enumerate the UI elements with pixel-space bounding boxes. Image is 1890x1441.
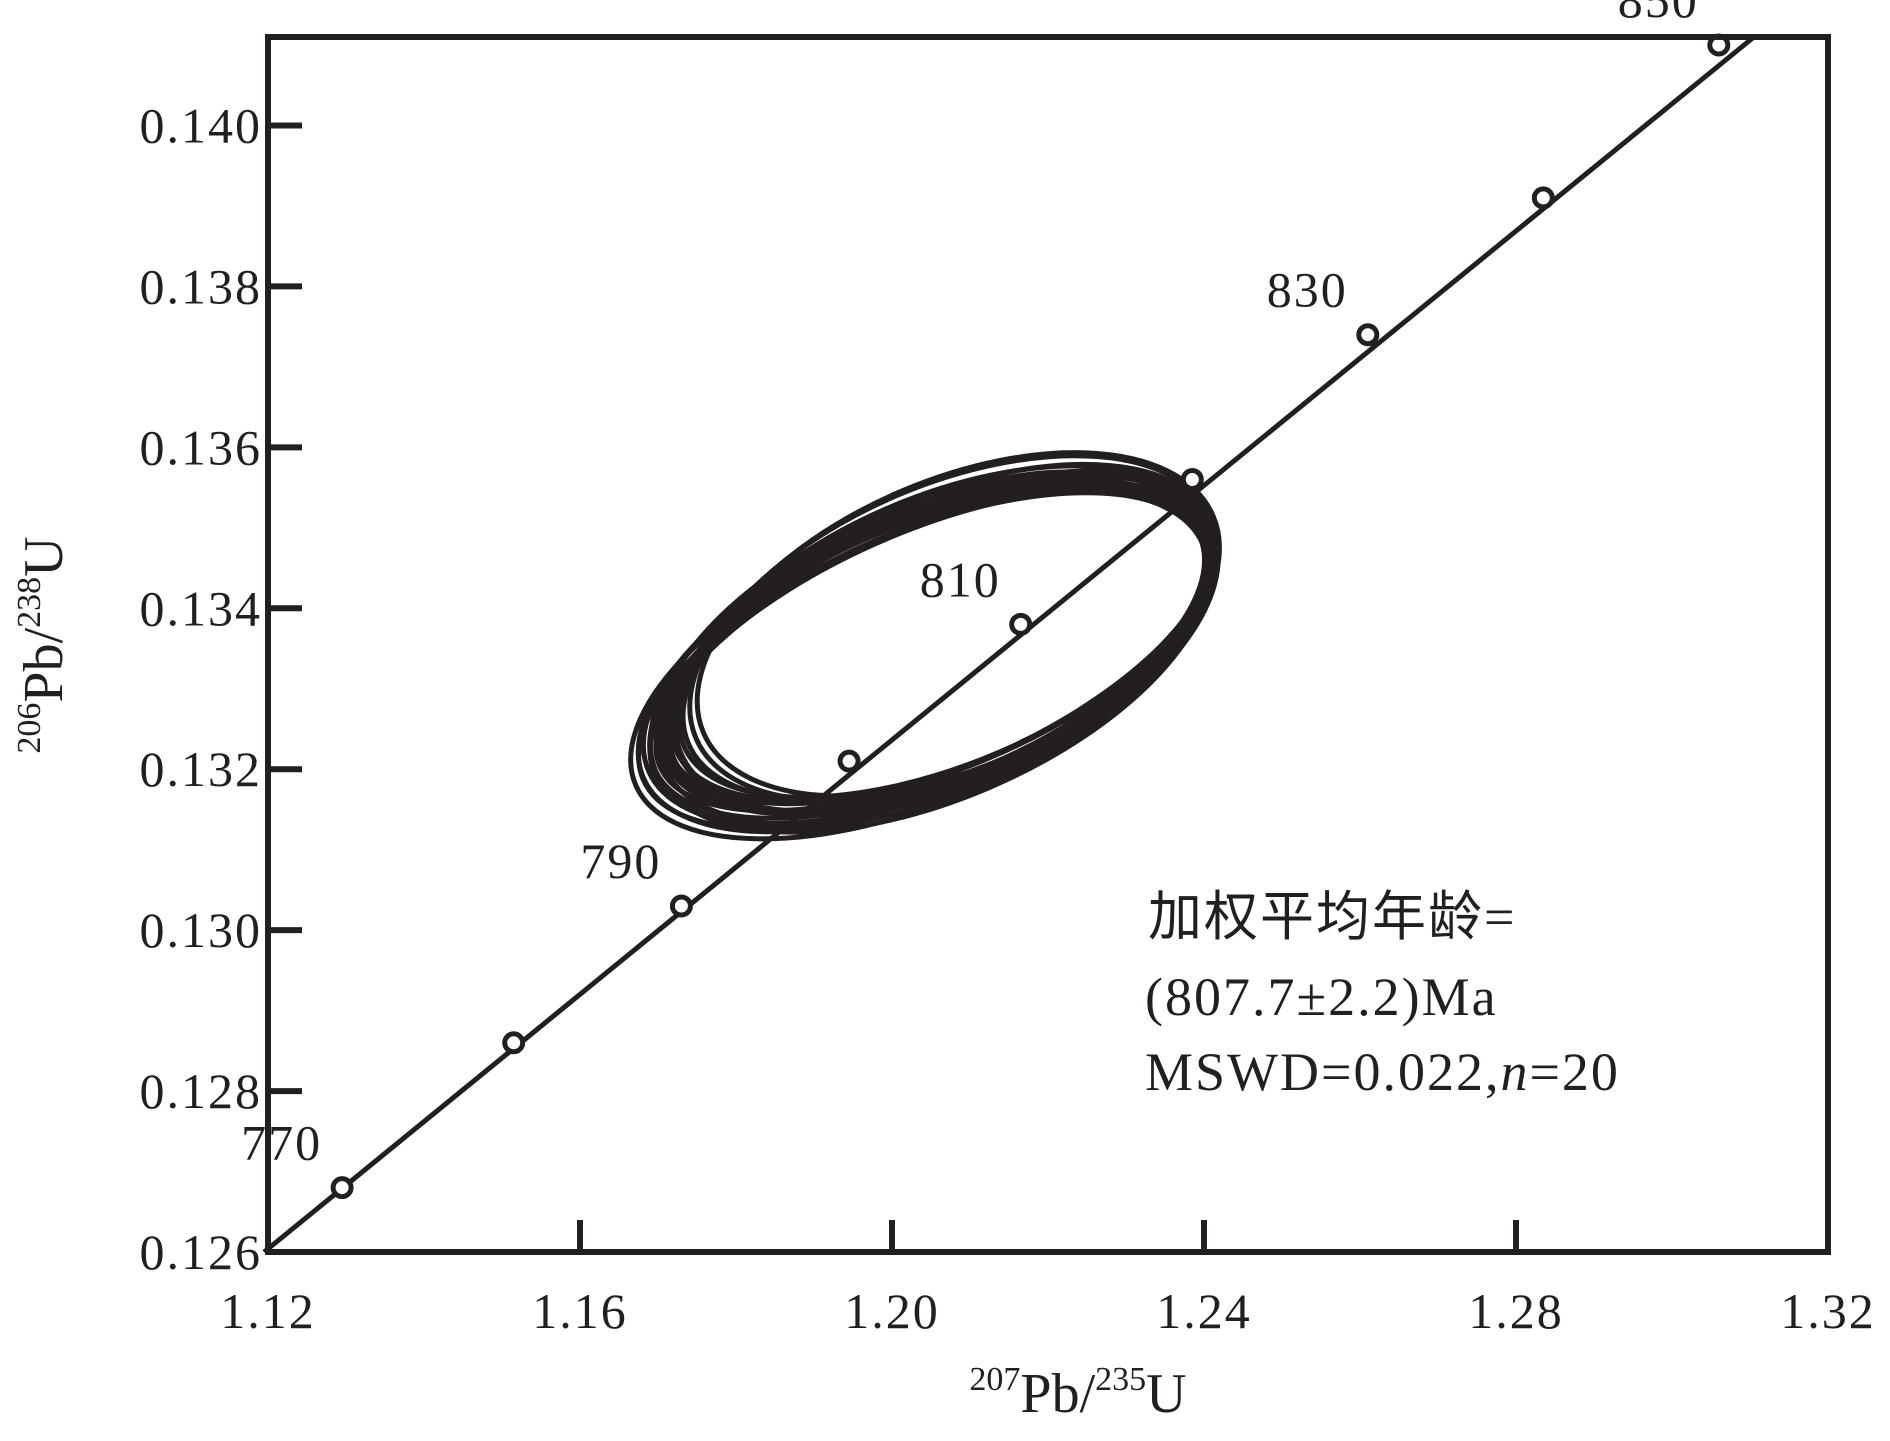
x-tick-label: 1.28 — [1468, 1283, 1564, 1339]
y-tick-label: 0.126 — [140, 1224, 263, 1280]
y-tick-label: 0.134 — [140, 580, 263, 636]
error-ellipse — [694, 450, 1222, 799]
y-tick-label: 0.136 — [140, 419, 263, 475]
age-label-850: 850 — [1618, 0, 1699, 28]
age-marker-810 — [1009, 612, 1033, 636]
y-tick-label: 0.138 — [140, 258, 263, 314]
age-marker-800 — [837, 749, 861, 773]
x-tick-label: 1.24 — [1156, 1283, 1252, 1339]
age-marker-820 — [1180, 468, 1204, 492]
y-tick-label: 0.130 — [140, 902, 263, 958]
age-annotation: 加权平均年龄= (807.7±2.2)Ma MSWD=0.022,n=20 — [1145, 887, 1620, 1102]
error-ellipse — [665, 471, 1219, 817]
age-label-790: 790 — [580, 833, 661, 889]
mswd-line: MSWD=0.022,n=20 — [1145, 1042, 1620, 1102]
age-label-810: 810 — [920, 551, 1001, 607]
y-axis-label: 206Pb/238U — [11, 536, 75, 753]
age-label-770: 770 — [241, 1115, 322, 1171]
y-tick-label: 0.140 — [140, 98, 263, 154]
error-ellipses — [628, 450, 1222, 842]
axis-ticks: 1.12 1.16 1.20 1.24 1.28 1.32 0.126 0.128 0.130 0… — [140, 98, 1876, 1339]
age-marker-840 — [1531, 186, 1555, 210]
x-tick-label: 1.16 — [532, 1283, 628, 1339]
age-marker-770 — [330, 1176, 354, 1200]
concordia-curve: 770 790 810 830 850 — [241, 0, 1756, 1254]
x-tick-label: 1.32 — [1780, 1283, 1876, 1339]
age-label-830: 830 — [1267, 262, 1348, 318]
plot-frame — [265, 34, 1831, 1255]
x-tick-label: 1.12 — [220, 1283, 316, 1339]
weighted-mean-age-label: 加权平均年龄= — [1148, 887, 1516, 947]
y-tick-label: 0.128 — [140, 1063, 263, 1119]
y-tick-label: 0.132 — [140, 741, 263, 797]
x-tick-label: 1.20 — [844, 1283, 940, 1339]
age-marker-790 — [669, 894, 693, 918]
error-ellipse — [653, 486, 1214, 814]
age-marker-830 — [1356, 323, 1380, 347]
age-marker-780 — [502, 1031, 526, 1055]
weighted-mean-age-value: (807.7±2.2)Ma — [1145, 967, 1498, 1027]
x-axis-label: 207Pb/235U — [969, 1361, 1186, 1425]
